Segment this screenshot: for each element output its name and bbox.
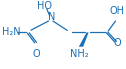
Text: O: O [114,38,121,48]
Text: H₂N: H₂N [2,27,20,37]
Text: NH₂: NH₂ [70,49,89,59]
Text: OH: OH [110,6,125,16]
Text: O: O [33,49,41,59]
Polygon shape [79,32,89,47]
Text: N: N [48,12,55,22]
Text: HO: HO [37,1,52,11]
